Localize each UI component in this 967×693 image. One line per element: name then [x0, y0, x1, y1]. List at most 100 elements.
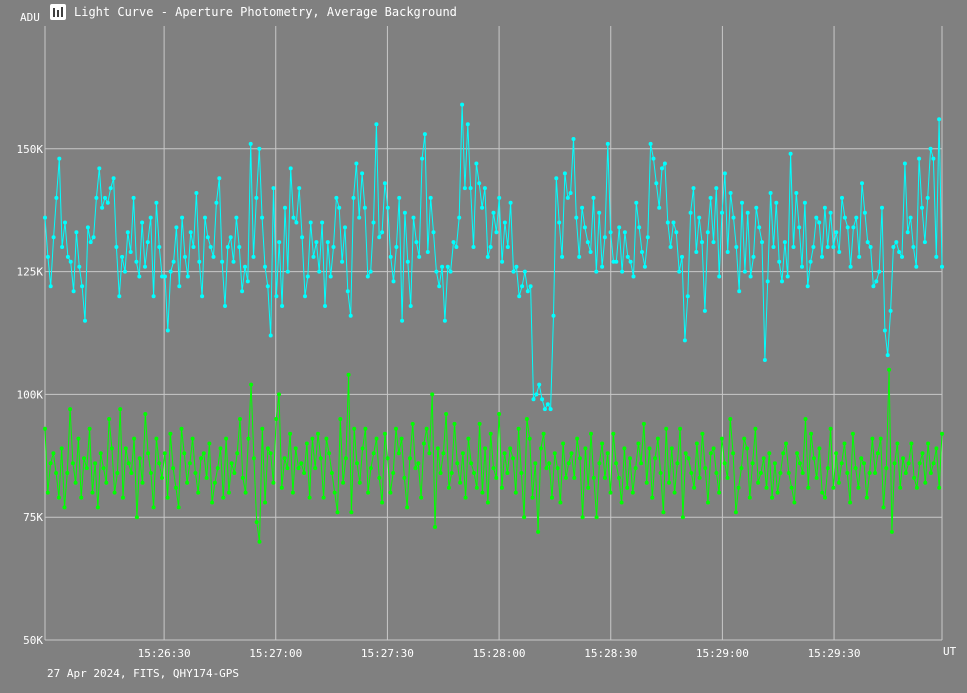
data-point	[555, 466, 560, 471]
data-point	[332, 490, 337, 495]
data-point	[711, 446, 716, 451]
data-point	[848, 264, 853, 269]
data-point	[605, 451, 610, 456]
data-point	[346, 372, 351, 377]
data-point	[568, 191, 573, 195]
data-point	[834, 230, 839, 235]
data-point	[148, 471, 153, 475]
data-point	[93, 461, 98, 466]
data-point	[762, 358, 767, 362]
y-tick-label: 100K	[17, 388, 44, 401]
data-point	[758, 471, 763, 475]
data-point	[217, 176, 222, 181]
data-point	[442, 318, 447, 323]
data-point	[912, 475, 917, 480]
data-point	[70, 461, 75, 466]
data-point	[740, 200, 744, 205]
data-point	[694, 250, 699, 254]
data-point	[303, 294, 307, 299]
data-point	[505, 471, 510, 475]
data-point	[251, 254, 256, 259]
data-point	[43, 426, 47, 431]
data-point	[850, 431, 855, 436]
data-point	[892, 461, 897, 466]
data-point	[91, 235, 96, 240]
data-point	[334, 195, 339, 200]
data-point	[132, 436, 137, 441]
data-point	[585, 240, 590, 245]
data-point	[90, 490, 95, 495]
data-point	[733, 510, 738, 515]
data-point	[207, 441, 212, 446]
data-point	[600, 264, 605, 269]
chart-app-icon[interactable]	[50, 4, 66, 20]
data-point	[552, 451, 557, 456]
data-point	[337, 205, 342, 210]
data-point	[76, 436, 81, 441]
data-point	[628, 259, 633, 264]
data-point	[834, 451, 839, 456]
window-title: Light Curve - Aperture Photometry, Avera…	[74, 5, 457, 19]
x-tick-label: 15:26:30	[138, 647, 191, 660]
data-point	[611, 259, 616, 264]
data-point	[934, 254, 939, 259]
data-point	[351, 195, 356, 200]
y-tick-label: 125K	[17, 266, 44, 279]
data-point	[558, 500, 563, 505]
data-point	[248, 141, 253, 146]
data-point	[377, 475, 382, 480]
data-point	[245, 279, 250, 284]
data-point	[221, 495, 226, 500]
data-point	[703, 466, 708, 471]
data-point	[185, 274, 190, 279]
data-point	[214, 200, 219, 205]
data-point	[561, 441, 566, 446]
data-point	[362, 205, 367, 210]
data-point	[708, 195, 713, 200]
data-point	[906, 461, 911, 466]
data-point	[839, 461, 844, 466]
data-point	[435, 446, 440, 451]
data-point	[129, 471, 134, 475]
data-point	[391, 279, 396, 284]
data-point	[661, 510, 666, 515]
data-point	[817, 446, 822, 451]
data-point	[254, 195, 259, 200]
data-point	[608, 230, 613, 235]
data-point	[307, 495, 312, 500]
data-point	[864, 495, 869, 500]
data-point	[405, 505, 410, 510]
data-point	[648, 141, 653, 146]
data-point	[105, 200, 110, 205]
data-point	[631, 274, 636, 279]
data-point	[728, 417, 733, 421]
data-point	[182, 451, 187, 456]
data-point	[675, 461, 680, 466]
data-point	[653, 456, 658, 461]
data-point	[700, 240, 704, 245]
data-point	[160, 475, 164, 480]
data-point	[185, 480, 190, 485]
data-point	[323, 304, 327, 308]
data-point	[65, 254, 70, 259]
data-point	[174, 225, 179, 230]
data-point	[722, 171, 727, 176]
data-point	[897, 250, 902, 254]
data-point	[537, 382, 542, 387]
data-point	[602, 475, 607, 480]
data-point	[550, 495, 554, 500]
data-point	[297, 186, 302, 191]
data-point	[57, 156, 62, 161]
data-point	[145, 240, 150, 245]
data-point	[736, 485, 741, 490]
data-point	[424, 426, 429, 431]
data-point	[340, 259, 345, 264]
data-point	[862, 461, 866, 466]
data-point	[667, 480, 671, 485]
data-point	[308, 220, 313, 225]
data-point	[422, 132, 427, 137]
data-point	[800, 264, 804, 269]
data-point	[462, 186, 467, 191]
data-point	[720, 210, 724, 215]
